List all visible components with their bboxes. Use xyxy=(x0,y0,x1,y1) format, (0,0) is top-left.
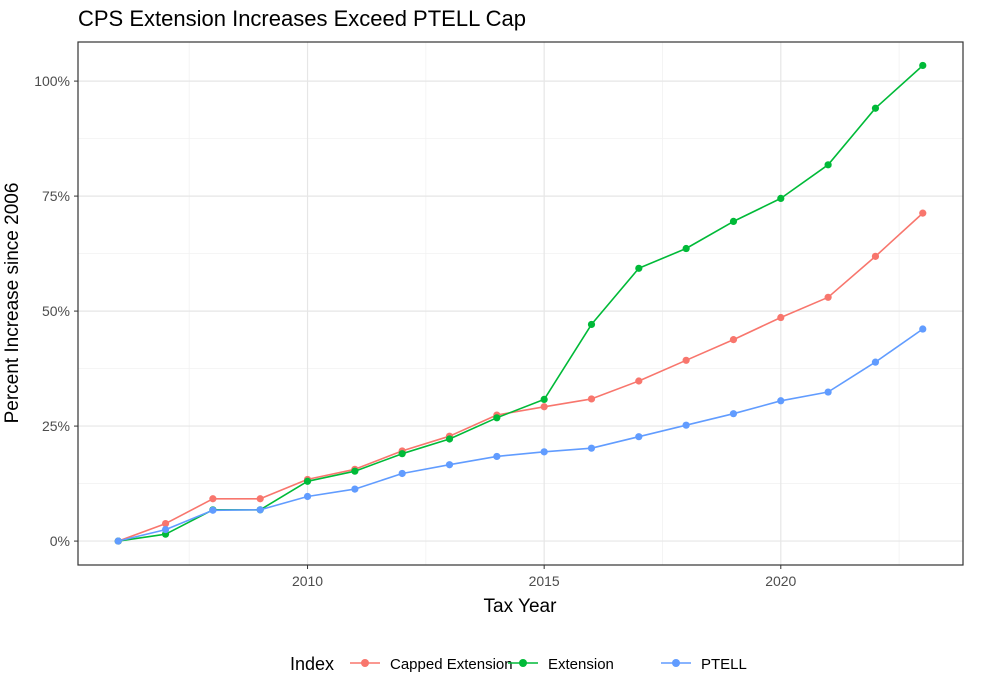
data-point-ptell xyxy=(161,525,170,534)
legend-label-extension: Extension xyxy=(548,656,614,673)
data-point-capped-extension xyxy=(824,293,832,301)
data-point-capped-extension xyxy=(256,495,264,503)
series-line-capped-extension xyxy=(117,212,924,542)
data-point-capped-extension xyxy=(161,520,170,528)
legend-label-ptell: PTELL xyxy=(701,656,747,673)
legend-key-extension xyxy=(508,659,538,667)
data-point-extension xyxy=(303,477,312,485)
data-point-ptell xyxy=(209,506,217,514)
data-point-capped-extension xyxy=(635,377,643,385)
data-point-extension xyxy=(635,264,643,272)
data-point-extension xyxy=(540,395,548,404)
data-point-capped-extension xyxy=(587,395,596,403)
data-point-capped-extension xyxy=(540,403,548,411)
legend-key-ptell xyxy=(661,659,691,667)
data-point-extension xyxy=(398,450,406,458)
data-point-extension xyxy=(587,320,596,329)
data-point-extension xyxy=(351,467,359,475)
y-tick-label: 50% xyxy=(42,303,70,319)
plot-background xyxy=(78,42,963,565)
plot-border xyxy=(77,41,964,566)
y-tick-label: 100% xyxy=(34,73,70,89)
data-point-ptell xyxy=(398,469,406,478)
data-point-extension xyxy=(777,194,785,202)
legend: Index Capped Extension Extension PTELL xyxy=(290,654,747,674)
legend-key-capped-extension xyxy=(350,659,380,667)
axis-layer: 0% 25% 50% 75% 100% 2010 2015 2020 xyxy=(34,73,796,589)
data-point-extension xyxy=(919,61,927,70)
data-point-ptell xyxy=(540,448,548,456)
data-point-ptell xyxy=(635,433,643,441)
data-point-capped-extension xyxy=(871,252,880,260)
data-point-extension xyxy=(729,217,738,225)
data-point-capped-extension xyxy=(777,313,785,322)
data-point-ptell xyxy=(256,506,264,514)
data-point-ptell xyxy=(493,452,501,461)
data-point-extension xyxy=(871,104,880,112)
legend-label-capped-extension: Capped Extension xyxy=(390,656,513,673)
data-point-extension xyxy=(824,161,832,169)
data-point-ptell xyxy=(587,444,596,452)
x-tick-label: 2010 xyxy=(292,573,323,589)
chart-title: CPS Extension Increases Exceed PTELL Cap xyxy=(78,6,526,31)
data-point-ptell xyxy=(682,421,690,429)
data-point-extension xyxy=(493,414,501,422)
data-point-ptell xyxy=(871,358,880,366)
x-tick-label: 2015 xyxy=(529,573,560,589)
series-layer xyxy=(114,61,927,545)
series-line-ptell xyxy=(118,328,924,542)
x-axis-title: Tax Year xyxy=(484,596,558,617)
data-point-capped-extension xyxy=(682,356,690,364)
data-point-ptell xyxy=(445,461,454,469)
data-point-ptell xyxy=(303,492,312,501)
data-point-ptell xyxy=(351,485,359,493)
data-point-ptell xyxy=(919,325,927,333)
data-point-capped-extension xyxy=(209,495,217,503)
x-tick-label: 2020 xyxy=(765,573,796,589)
y-axis-title: Percent Increase since 2006 xyxy=(2,183,23,424)
legend-title: Index xyxy=(290,654,334,674)
data-point-ptell xyxy=(777,397,785,405)
data-point-extension xyxy=(445,435,454,443)
data-point-extension xyxy=(682,244,690,253)
y-tick-label: 0% xyxy=(50,533,70,549)
data-point-ptell xyxy=(114,537,122,545)
y-tick-label: 75% xyxy=(42,188,70,204)
data-point-capped-extension xyxy=(729,336,738,344)
data-point-ptell xyxy=(824,388,832,396)
y-tick-label: 25% xyxy=(42,418,70,434)
data-point-ptell xyxy=(729,410,738,418)
data-point-capped-extension xyxy=(919,209,927,217)
